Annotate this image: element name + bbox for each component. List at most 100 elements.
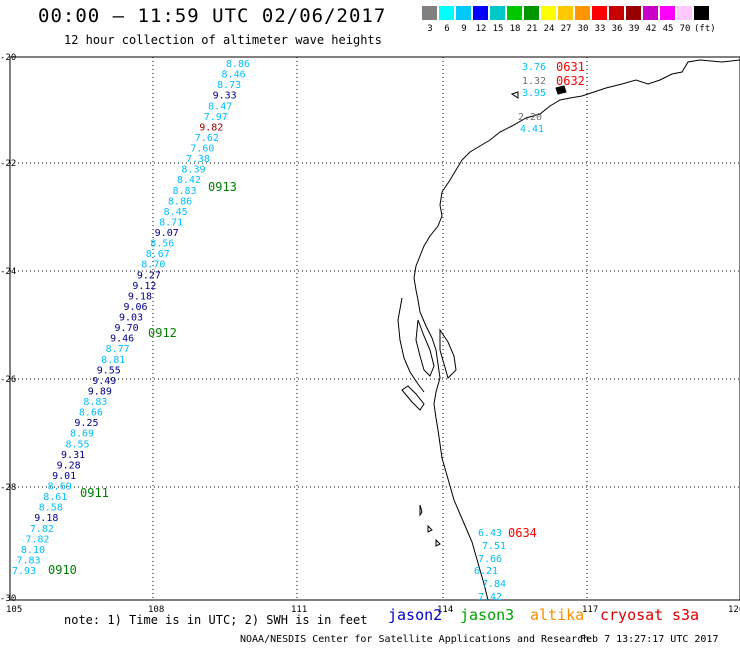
generated-timestamp: Feb 7 13:27:17 UTC 2017 [580,634,719,645]
wave-height-label: 9.07 [155,228,179,239]
wave-height-label: 7.83 [16,555,40,566]
wave-height-label: 9.28 [57,460,81,471]
wave-height-label: 4.41 [520,124,544,135]
colorbar-swatch [626,6,641,20]
colorbar-label: 24 [543,24,555,34]
y-tick-label: -26 [0,375,16,385]
colorbar-swatch [456,6,471,20]
wave-height-label: 8.58 [39,503,63,514]
y-tick-label: -24 [0,267,16,277]
wave-height-label: 8.55 [66,439,90,450]
island [419,504,423,517]
colorbar-label: (ft) [694,24,716,34]
colorbar-swatch [439,6,454,20]
x-tick-label: 120 [728,605,740,615]
colorbar-label: 18 [509,24,521,34]
time-label: 0913 [208,180,237,194]
y-tick-label: -30 [0,594,16,604]
coastline [397,297,425,393]
credit-text: NOAA/NESDIS Center for Satellite Applica… [240,634,590,645]
wave-height-label: 9.18 [34,513,58,524]
wave-height-label: 8.46 [222,70,246,81]
wave-height-label: 8.67 [146,249,170,260]
x-tick-label: 111 [291,605,307,615]
wave-height-label: 8.66 [79,408,103,419]
island [435,538,441,547]
wave-height-label: 9.27 [137,270,161,281]
colorbar-label: 39 [628,24,640,34]
wave-height-label: 7.93 [12,566,36,577]
colorbar-label: 33 [594,24,606,34]
wave-height-label: 8.77 [106,344,130,355]
wave-height-label: 9.06 [123,302,147,313]
coastline [415,319,435,377]
wave-height-label: 8.45 [164,207,188,218]
colorbar-swatch [422,6,437,20]
wave-height-label: 9.55 [97,365,121,376]
colorbar-swatch [677,6,692,20]
wave-height-label: 8.73 [217,80,241,91]
wave-height-label: 7.82 [25,534,49,545]
colorbar-swatch [592,6,607,20]
colorbar-label: 27 [560,24,572,34]
wave-height-label: 9.82 [199,122,223,133]
wave-height-label: 9.01 [52,471,76,482]
wave-height-label: 8.71 [159,217,183,228]
colorbar-label: 3 [427,24,433,34]
y-tick-label: -28 [0,483,16,493]
island [427,524,433,533]
colorbar-swatch [507,6,522,20]
wave-height-label: 8.39 [181,165,205,176]
time-label: 0631 [556,60,585,74]
legend-cryosat: cryosat [600,606,664,624]
colorbar-swatch [694,6,709,20]
colorbar-label: 36 [611,24,623,34]
wave-height-label: 8.61 [43,492,67,503]
wave-height-label: 3.76 [522,62,546,73]
time-label: 0911 [80,486,109,500]
wave-height-label: 2.20 [518,112,542,123]
wave-height-label: 9.33 [213,91,237,102]
wave-height-label: 6.43 [478,528,502,539]
time-label: 0632 [556,74,585,88]
wave-height-label: 9.25 [74,418,98,429]
colorbar-swatch [643,6,658,20]
coastline [439,328,457,379]
legend-altika: altika [530,606,585,624]
wave-height-label: 7.84 [482,579,506,590]
colorbar-label: 12 [475,24,487,34]
wave-height-label: 7.62 [195,133,219,144]
wave-height-label: 7.97 [204,112,228,123]
time-label: 0912 [148,326,177,340]
colorbar-swatch [524,6,539,20]
wave-height-label: 7.60 [190,144,214,155]
coastline [413,59,740,601]
wave-height-label: 9.49 [92,376,116,387]
wave-height-label: 9.12 [132,281,156,292]
wave-height-label: 9.18 [128,291,152,302]
colorbar-swatch [609,6,624,20]
colorbar-label: 21 [526,24,538,34]
y-tick-label: -20 [0,53,16,63]
wave-height-label: 8.47 [208,101,232,112]
wave-height-label: 8.83 [83,397,107,408]
colorbar-swatch [558,6,573,20]
island [510,91,519,99]
wave-height-label: 7.51 [482,541,506,552]
wave-height-label: 7.38 [186,154,210,165]
colorbar-label: 42 [645,24,657,34]
wave-height-label: 6.21 [474,566,498,577]
wave-height-label: 8.69 [48,482,72,493]
x-tick-label: 105 [6,605,22,615]
wave-height-label: 8.86 [226,59,250,70]
colorbar-label: 45 [662,24,674,34]
wave-height-label: 9.46 [110,334,134,345]
y-tick-label: -22 [0,159,16,169]
wave-height-label: 8.10 [21,545,45,556]
wave-height-label: 8.83 [173,186,197,197]
wave-height-label: 1.32 [522,76,546,87]
colorbar-label: 15 [492,24,504,34]
wave-height-label: 9.03 [119,313,143,324]
wave-height-label: 8.56 [150,239,174,250]
